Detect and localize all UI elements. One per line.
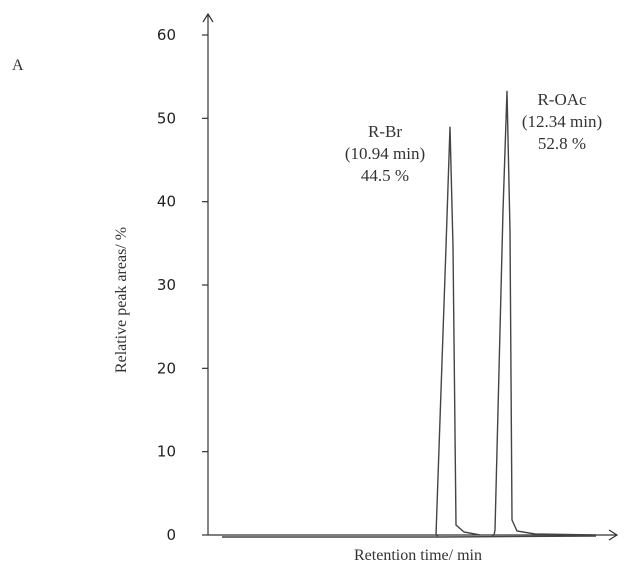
- x-axis-label: Retention time/ min: [354, 547, 482, 564]
- peak-2-time-label: (12.34 min): [522, 112, 602, 131]
- peak-trace-1: [435, 126, 481, 537]
- peak-annotations: R-Br (10.94 min) 44.5 % R-OAc (12.34 min) 52.…: [345, 90, 602, 185]
- y-tick-label-20: 20: [157, 359, 176, 377]
- y-axis-label: Relative peak areas/ %: [113, 227, 130, 373]
- y-tick-label-10: 10: [157, 443, 176, 461]
- peak-1-compound-label: R-Br: [368, 122, 402, 141]
- y-tick-label-30: 30: [157, 276, 176, 294]
- y-tick-label-40: 40: [157, 193, 176, 211]
- peak-1-time-label: (10.94 min): [345, 144, 425, 163]
- y-axis-arrow: [202, 12, 214, 23]
- x-axis-arrow: [608, 529, 619, 541]
- peak-1-area-label: 44.5 %: [361, 166, 409, 185]
- peak-2-compound-label: R-OAc: [537, 90, 587, 109]
- chromatogram-traces: [222, 90, 597, 538]
- y-tick-label-50: 50: [157, 109, 176, 127]
- baseline-trace: [222, 535, 597, 538]
- panel-label: A: [12, 57, 24, 74]
- y-tick-label-0: 0: [166, 526, 176, 544]
- y-axis-ticks: 0 10 20 30 40 50 60: [157, 26, 208, 544]
- peak-2-area-label: 52.8 %: [538, 134, 586, 153]
- peak-trace-2: [491, 90, 597, 537]
- y-tick-label-60: 60: [157, 26, 176, 44]
